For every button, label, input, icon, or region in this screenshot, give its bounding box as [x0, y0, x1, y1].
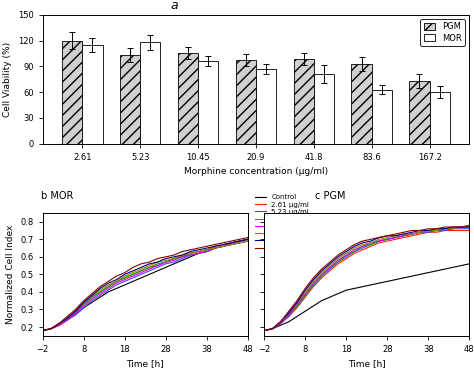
- Bar: [293, 59, 314, 144]
- Bar: [120, 55, 140, 144]
- Bar: [140, 42, 161, 144]
- Text: b MOR: b MOR: [41, 191, 73, 201]
- X-axis label: Morphine concentration (μg/ml): Morphine concentration (μg/ml): [184, 167, 328, 176]
- Text: c PGM: c PGM: [315, 191, 346, 201]
- Y-axis label: Normalized Cell Index: Normalized Cell Index: [6, 225, 15, 324]
- Bar: [82, 45, 102, 144]
- Bar: [372, 90, 392, 144]
- Legend: Control, 2.61 μg/ml, 5.23 μg/ml, 10.45 μg/ml, 20.9 μg/ml, 41.8 μg/ml, 83.6 μg/ml: Control, 2.61 μg/ml, 5.23 μg/ml, 10.45 μ…: [255, 194, 314, 251]
- Bar: [178, 53, 198, 144]
- Legend: PGM, MOR: PGM, MOR: [420, 19, 465, 46]
- Bar: [410, 81, 429, 144]
- Y-axis label: Cell Viability (%): Cell Viability (%): [3, 42, 12, 117]
- Bar: [314, 74, 334, 144]
- Bar: [236, 60, 256, 144]
- Bar: [429, 92, 450, 144]
- Bar: [351, 64, 372, 144]
- Bar: [256, 69, 276, 144]
- Text: a: a: [171, 0, 178, 12]
- Bar: [62, 41, 82, 144]
- X-axis label: Time [h]: Time [h]: [348, 359, 385, 368]
- Bar: [198, 61, 219, 144]
- X-axis label: Time [h]: Time [h]: [127, 359, 164, 368]
